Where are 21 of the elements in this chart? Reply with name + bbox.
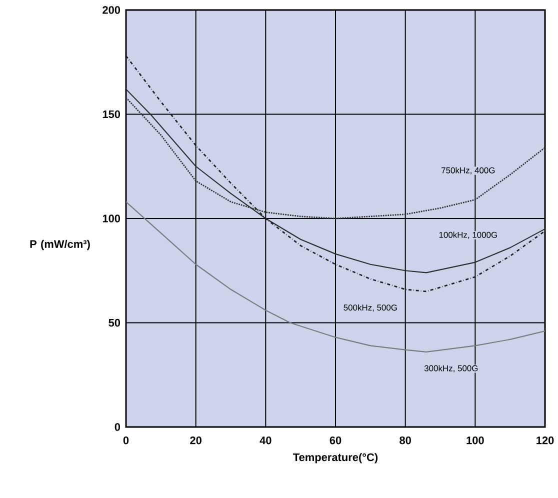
x-tick-label: 60 xyxy=(330,436,342,444)
line-series xyxy=(126,88,546,274)
y-tick-label: 150 xyxy=(102,110,120,118)
x-tick-label: 0 xyxy=(123,436,129,444)
y-axis-title: P (mW/cm³) xyxy=(30,240,90,250)
series-label: 300kHz, 500G xyxy=(424,365,478,372)
x-tick-label: 120 xyxy=(536,436,554,444)
series-label: 100kHz, 1000G xyxy=(439,232,497,239)
y-tick-label: 200 xyxy=(102,6,120,14)
y-tick-label: 0 xyxy=(114,423,120,431)
x-tick-label: 40 xyxy=(260,436,272,444)
y-tick-label: 100 xyxy=(102,214,120,222)
line-series xyxy=(126,201,546,352)
line-series xyxy=(126,55,546,292)
x-tick-label: 100 xyxy=(466,436,484,444)
series-label: 750kHz, 400G xyxy=(442,167,495,174)
y-tick-label: 50 xyxy=(108,318,120,327)
x-tick-label: 20 xyxy=(190,436,202,444)
series-label: 500kHz, 500G xyxy=(344,304,397,312)
x-axis-title: Temperature(°C) xyxy=(293,453,378,464)
x-tick-label: 80 xyxy=(400,436,411,444)
